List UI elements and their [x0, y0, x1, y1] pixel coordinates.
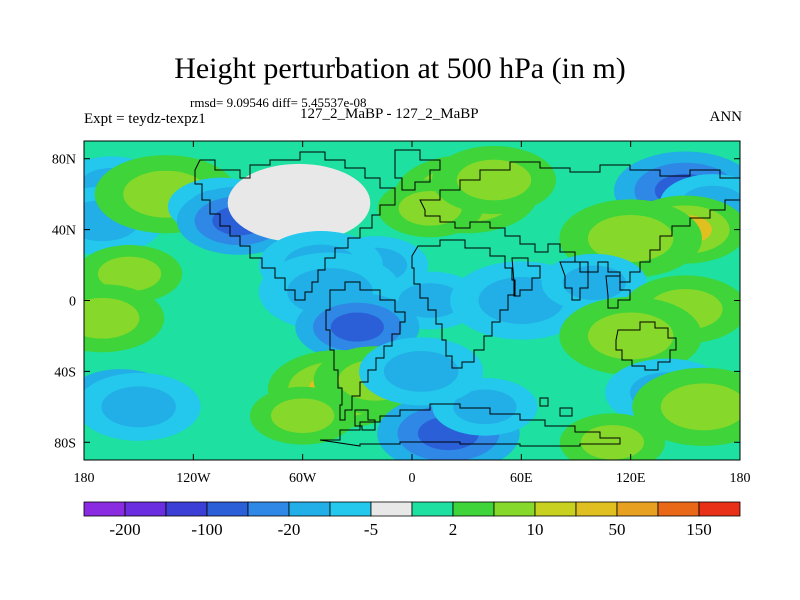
map-axes: 180 120W 60W 0 60E 120E 180 80N 40N 0 40S 80S	[52, 141, 751, 486]
eurasia-coastline	[419, 161, 740, 283]
anomaly-contour	[456, 159, 532, 201]
anomaly-contour	[383, 350, 459, 392]
colorbar-swatch	[575, 501, 618, 517]
y-tick-label: 40S	[54, 365, 76, 380]
india-coastline	[559, 261, 589, 301]
anomaly-contour	[227, 163, 371, 243]
anomaly-contour	[660, 383, 740, 431]
y-tick-label: 80S	[54, 436, 76, 451]
colorbar-swatch	[616, 501, 659, 517]
rmsd-diff-stats: rmsd= 9.09546 diff= 5.45537e-08	[190, 95, 367, 110]
anomaly-contour	[562, 265, 626, 301]
x-tick-label: 120W	[176, 471, 211, 486]
colorbar-swatch	[206, 501, 249, 517]
contour-field	[84, 141, 740, 460]
x-tick-label: 180	[730, 471, 751, 486]
australia-coastline	[615, 321, 677, 371]
colorbar-swatch	[534, 501, 577, 517]
colorbar-swatch	[329, 501, 372, 517]
antarctic-peninsula-coastline	[354, 409, 376, 431]
arabia-coastline	[511, 257, 541, 297]
colorbar-swatch	[657, 501, 700, 517]
anomaly-contour	[101, 386, 176, 428]
antarctica-coastline	[319, 403, 621, 447]
x-tick-label: 0	[409, 471, 416, 486]
y-tick-label: 80N	[52, 153, 76, 168]
colorbar-swatch	[493, 501, 536, 517]
anomaly-contour	[580, 424, 645, 460]
colorbar-label: 2	[449, 520, 458, 539]
x-tick-label: 60W	[289, 471, 317, 486]
colorbar-label: -100	[191, 520, 222, 539]
greenland-coastline	[394, 149, 441, 191]
colorbar-label: 10	[527, 520, 544, 539]
colorbar-swatch	[370, 501, 413, 517]
colorbar-swatch	[124, 501, 167, 517]
colorbar-label: -20	[278, 520, 301, 539]
anomaly-contour	[398, 283, 462, 318]
x-tick-label: 120E	[616, 471, 646, 486]
colorbar: -200 -100 -20 -5 2 10 50 150	[83, 501, 741, 539]
southeast-asia-coastline	[605, 275, 631, 309]
coastline-outline	[194, 149, 740, 447]
comparison-label: 127_2_MaBP - 127_2_MaBP	[300, 106, 479, 122]
x-tick-label: 60E	[510, 471, 533, 486]
y-tick-label: 40N	[52, 224, 76, 239]
colorbar-label: 150	[686, 520, 712, 539]
colorbar-label: -200	[109, 520, 140, 539]
y-tick-label: 0	[69, 295, 76, 310]
africa-coastline	[411, 239, 516, 369]
colorbar-swatch	[698, 501, 741, 517]
colorbar-swatch	[411, 501, 454, 517]
colorbar-swatch	[452, 501, 495, 517]
anomaly-contour	[587, 312, 674, 360]
anomaly-contour	[330, 312, 384, 342]
x-tick-label: 180	[74, 471, 95, 486]
experiment-label: Expt = teydz-texpz1	[84, 111, 206, 127]
colorbar-swatch	[288, 501, 331, 517]
season-label: ANN	[709, 109, 743, 125]
north-america-coastline	[194, 151, 396, 301]
anomaly-contour	[97, 256, 162, 292]
anomaly-contour	[453, 389, 517, 425]
anomaly-contour	[84, 297, 140, 339]
south-america-coastline	[325, 281, 406, 421]
colorbar-swatch	[83, 501, 126, 517]
colorbar-swatch	[247, 501, 290, 517]
chart-title: Height perturbation at 500 hPa (in m)	[174, 52, 626, 85]
colorbar-swatch	[165, 501, 208, 517]
colorbar-label: -5	[364, 520, 378, 539]
anomaly-contour	[271, 398, 335, 434]
south-sandwich-islands-coastline	[539, 397, 573, 417]
colorbar-label: 50	[609, 520, 626, 539]
